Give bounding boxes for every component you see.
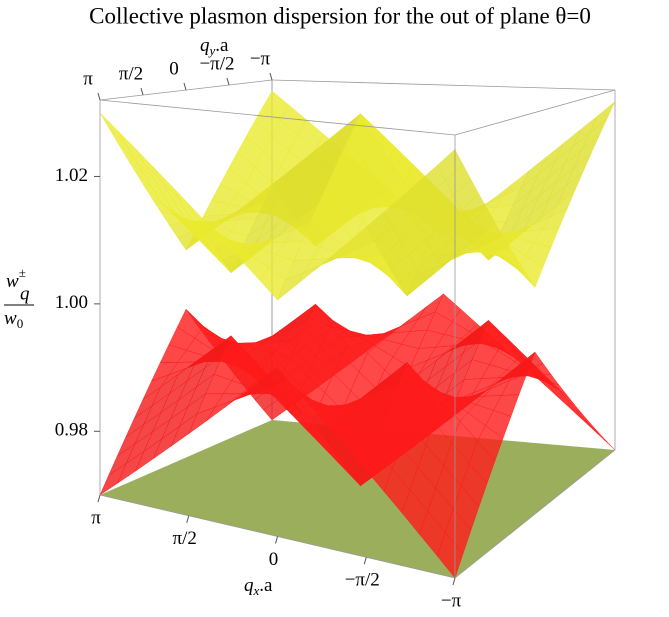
y-tick bbox=[269, 72, 273, 81]
z-label-sup: ± bbox=[19, 265, 26, 280]
y-tick bbox=[183, 82, 187, 91]
z-tick-label: 0.98 bbox=[55, 420, 88, 441]
x-tick bbox=[363, 557, 367, 565]
chart-title: Collective plasmon dispersion for the ou… bbox=[89, 3, 591, 28]
box-edge bbox=[99, 99, 456, 136]
y-tick-label: 0 bbox=[169, 58, 179, 79]
x-tick-label: −π bbox=[441, 590, 462, 611]
box-edge bbox=[454, 89, 616, 136]
y-axis-label: qy.a bbox=[200, 35, 229, 58]
z-label-den-sub: 0 bbox=[17, 316, 24, 331]
x-tick-label: π/2 bbox=[173, 528, 197, 549]
x-tick-label: 0 bbox=[269, 549, 279, 570]
y-tick bbox=[97, 92, 101, 101]
x-tick bbox=[452, 577, 456, 586]
z-label-den: w bbox=[4, 308, 17, 329]
y-label-sub: y bbox=[208, 43, 216, 58]
y-tick-label: π/2 bbox=[119, 63, 143, 84]
x-label-rest: .a bbox=[259, 575, 273, 596]
x-label-sub: x bbox=[253, 583, 260, 598]
svg-text:w0: w0 bbox=[4, 308, 23, 331]
z-label-num: w bbox=[6, 271, 19, 292]
box-edge bbox=[271, 79, 616, 91]
y-tick bbox=[226, 77, 230, 86]
svg-text:w±: w± bbox=[6, 265, 26, 292]
x-tick bbox=[275, 536, 278, 544]
z-tick-label: 1.00 bbox=[55, 292, 88, 313]
y-tick-label: π bbox=[83, 68, 93, 89]
surface-patch bbox=[99, 112, 127, 146]
x-tick bbox=[186, 515, 190, 523]
z-label-sub: q bbox=[20, 283, 30, 304]
surface-patch bbox=[108, 127, 136, 160]
x-tick bbox=[97, 494, 101, 503]
y-label-main: q bbox=[200, 35, 210, 56]
x-tick-label: −π/2 bbox=[345, 570, 380, 591]
z-axis-label: w± q w0 bbox=[4, 265, 34, 331]
z-tick-label: 1.02 bbox=[55, 165, 88, 186]
box-edge bbox=[454, 449, 616, 579]
y-tick-label: −π bbox=[250, 48, 271, 69]
y-tick bbox=[140, 87, 144, 96]
y-label-rest: .a bbox=[215, 35, 229, 56]
surface-patch bbox=[437, 531, 464, 579]
surface-patch bbox=[437, 148, 464, 181]
x-tick-label: π bbox=[91, 507, 101, 528]
y-tick-label: −π/2 bbox=[199, 53, 234, 74]
x-axis-label: qx.a bbox=[244, 575, 273, 598]
x-label-main: q bbox=[244, 575, 254, 596]
